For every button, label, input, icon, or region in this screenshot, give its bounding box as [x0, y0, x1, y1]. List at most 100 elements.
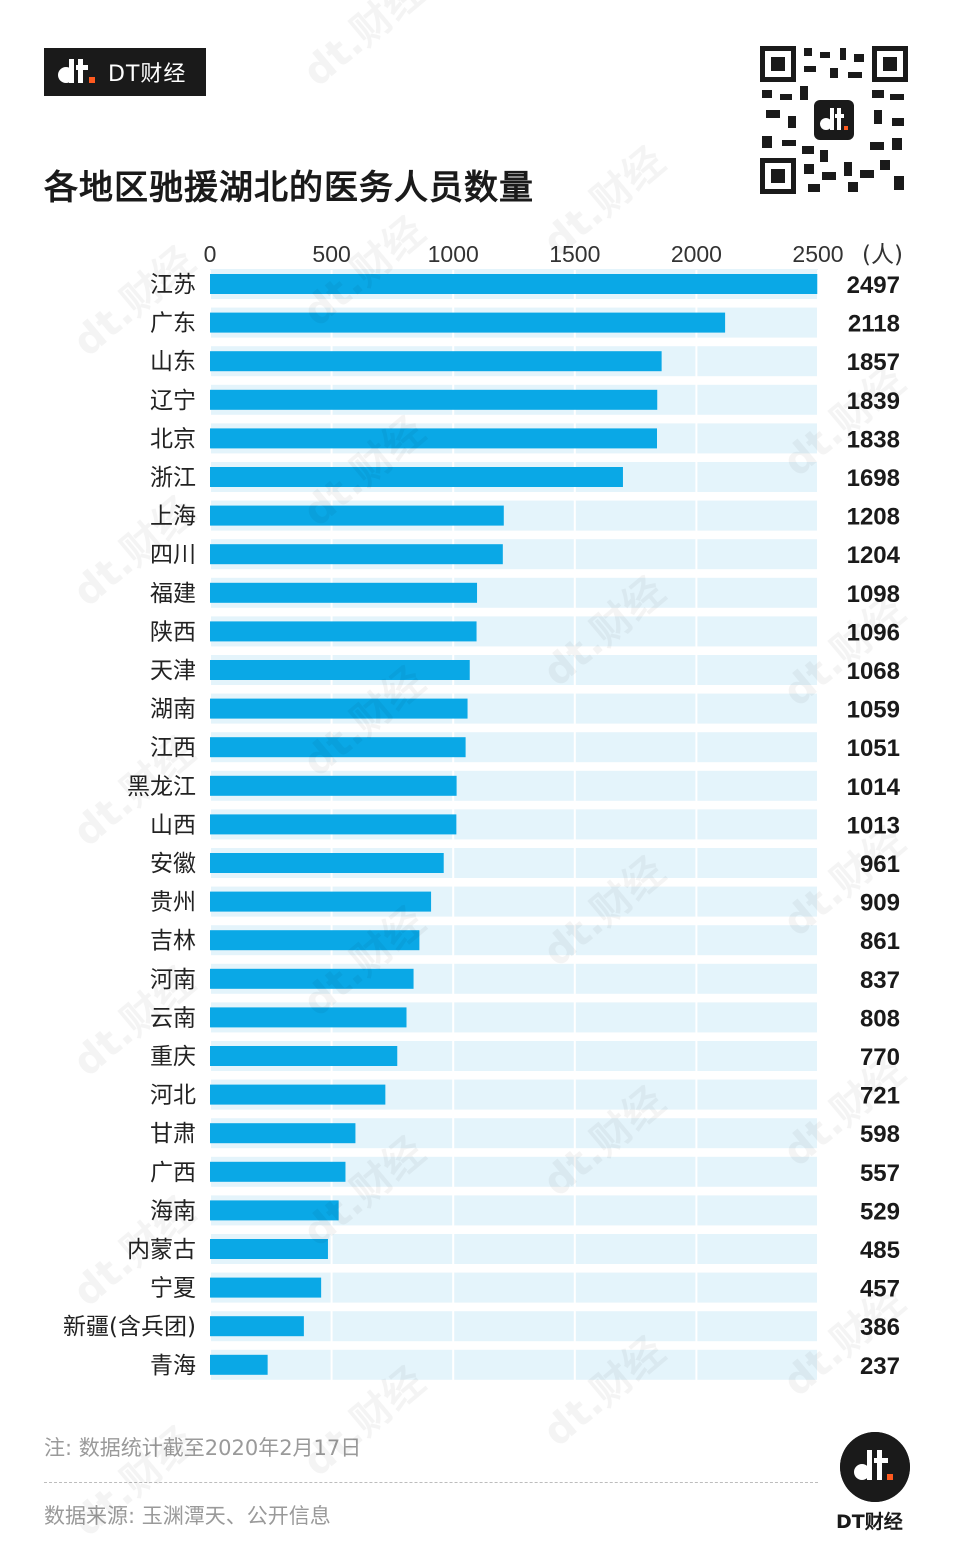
bar [210, 737, 466, 758]
value-label: 1838 [847, 426, 900, 453]
value-label: 2118 [848, 311, 900, 338]
bar [210, 968, 414, 989]
category-label: 安徽 [150, 851, 196, 877]
bar [210, 544, 503, 565]
bar [210, 621, 477, 642]
category-label: 广东 [150, 311, 196, 337]
category-label: 陕西 [150, 619, 196, 645]
category-label: 河南 [150, 967, 196, 993]
category-label: 内蒙古 [127, 1237, 196, 1263]
x-tick-label: 1500 [549, 241, 600, 267]
value-label: 909 [860, 890, 900, 917]
bar [210, 698, 468, 719]
bar [210, 1239, 328, 1259]
qr-code-icon [760, 46, 908, 194]
category-label: 黑龙江 [127, 774, 196, 800]
value-label: 1204 [847, 542, 901, 569]
value-label: 557 [860, 1160, 900, 1187]
value-label: 1068 [847, 658, 900, 685]
category-label: 山东 [150, 349, 196, 375]
value-label: 529 [860, 1198, 900, 1225]
bar [210, 891, 432, 912]
value-label: 721 [860, 1083, 900, 1110]
category-label: 重庆 [150, 1044, 196, 1070]
footer-brand: DT财经 [836, 1511, 903, 1533]
category-label: 四川 [150, 542, 196, 568]
bar [210, 467, 623, 487]
category-label: 宁夏 [150, 1276, 196, 1302]
bar [210, 274, 818, 294]
divider [44, 1482, 818, 1483]
category-label: 天津 [150, 658, 196, 684]
row-track [210, 1311, 818, 1342]
value-label: 861 [860, 928, 900, 955]
value-label: 961 [860, 851, 900, 878]
category-label: 云南 [150, 1005, 196, 1031]
bar [210, 1084, 386, 1105]
category-label: 江西 [150, 735, 196, 761]
row-track [210, 1349, 818, 1380]
bar [210, 1007, 407, 1028]
value-label: 237 [860, 1353, 900, 1380]
bar [210, 814, 457, 835]
bar [210, 930, 420, 951]
x-tick-label: 500 [312, 241, 350, 267]
value-label: 1059 [847, 697, 900, 724]
dt-round-logo-icon [840, 1432, 910, 1502]
value-label: 1698 [847, 465, 900, 492]
category-label: 辽宁 [150, 388, 196, 414]
bar [210, 389, 658, 410]
chart-title: 各地区驰援湖北的医务人员数量 [44, 168, 534, 208]
value-label: 457 [860, 1276, 900, 1303]
value-label: 485 [860, 1237, 900, 1264]
value-label: 386 [860, 1314, 900, 1341]
watermark: dt.财经 [288, 0, 435, 97]
value-label: 837 [860, 967, 900, 994]
bar [210, 312, 726, 333]
bar [210, 775, 457, 796]
x-tick-label: 0 [204, 241, 217, 267]
category-label: 贵州 [150, 890, 196, 916]
value-label: 1013 [847, 812, 900, 839]
bar [210, 428, 658, 449]
category-label: 湖南 [150, 697, 196, 723]
category-label: 福建 [150, 581, 196, 607]
bar [210, 351, 662, 372]
bar [210, 1161, 346, 1182]
x-tick-label: 1000 [428, 241, 479, 267]
category-label: 新疆(含兵团) [63, 1314, 196, 1340]
category-label: 河北 [150, 1083, 196, 1109]
x-tick-label: 2000 [671, 241, 722, 267]
brand-name: DT财经 [108, 62, 187, 87]
bar [210, 582, 478, 603]
bar [210, 1046, 398, 1066]
bar [210, 1123, 356, 1144]
bar [210, 853, 444, 873]
bar [210, 1354, 268, 1375]
x-axis-unit: (人) [862, 242, 903, 268]
value-label: 1098 [847, 581, 900, 608]
category-label: 青海 [150, 1353, 196, 1379]
category-label: 浙江 [150, 465, 196, 491]
value-label: 1857 [847, 349, 900, 376]
value-label: 1839 [847, 388, 900, 415]
bar [210, 1277, 322, 1298]
data-source: 数据来源: 玉渊潭天、公开信息 [44, 1504, 331, 1528]
value-label: 1096 [847, 619, 900, 646]
category-label: 广西 [150, 1160, 196, 1186]
x-tick-label: 2500 [792, 241, 843, 267]
category-label: 海南 [150, 1198, 196, 1224]
value-label: 598 [860, 1121, 900, 1148]
value-label: 1051 [847, 735, 900, 762]
category-label: 甘肃 [150, 1121, 196, 1147]
brand-badge: DT财经 [44, 48, 206, 96]
value-label: 2497 [847, 272, 900, 299]
value-label: 1014 [847, 774, 901, 801]
value-label: 1208 [847, 504, 900, 531]
bar-chart: 0 500 1000 1500 2000 2500 (人) 江苏 2497 广东 2118 山东 185… [63, 241, 903, 1384]
category-label: 江苏 [150, 272, 196, 298]
category-label: 北京 [150, 426, 196, 452]
category-label: 吉林 [150, 928, 196, 954]
category-label: 上海 [150, 504, 196, 530]
bar [210, 505, 504, 526]
